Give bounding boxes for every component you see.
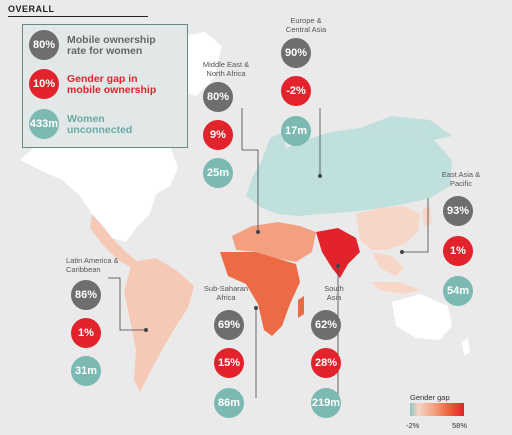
eap-unconnected-badge: 54m — [443, 276, 473, 306]
overall-ownership-label: Mobile ownership rate for women — [67, 35, 156, 57]
lac-connector — [108, 277, 146, 331]
sa-unconnected-badge: 219m — [311, 388, 341, 418]
sa-ownership-badge: 62% — [311, 310, 341, 340]
north-america-landmass — [20, 128, 178, 242]
sa-region-label: South Asia — [314, 284, 354, 302]
ssa-name-line2: Africa — [216, 293, 236, 302]
eap-gap-badge: 1% — [443, 236, 473, 266]
lac-name-line1: Latin America & — [66, 256, 119, 265]
gender-gap-scale-min: -2% — [406, 421, 420, 430]
mena-region — [232, 222, 316, 262]
gap-label-line2: mobile ownership — [67, 84, 157, 96]
ssa-ownership-badge: 69% — [214, 310, 244, 340]
connector-dots — [144, 174, 404, 332]
sa-name-line1: South — [324, 284, 344, 293]
eca-name-line2: Central Asia — [285, 25, 327, 34]
eca-gap-badge: -2% — [281, 76, 311, 106]
eca-ownership-badge: 90% — [281, 38, 311, 68]
sa-gap-badge: 28% — [311, 348, 341, 378]
mena-unconnected-badge: 25m — [203, 158, 233, 188]
east-asia-region — [356, 206, 420, 250]
south-asia-region — [316, 228, 360, 278]
lac-region-label: Latin America & Caribbean — [66, 256, 136, 274]
eap-ownership-badge: 93% — [443, 196, 473, 226]
mena-region-label: Middle East & North Africa — [196, 60, 256, 78]
overall-unconnected-label: Women unconnected — [67, 114, 132, 136]
eap-connector — [402, 198, 429, 253]
gender-gap-scale-max: 58% — [452, 421, 468, 430]
lac-name-line2: Caribbean — [66, 265, 101, 274]
ssa-unconnected-badge: 86m — [214, 388, 244, 418]
mena-gap-badge: 9% — [203, 120, 233, 150]
overall-gap-badge: 10% — [29, 69, 59, 99]
ownership-label-line1: Mobile ownership — [67, 34, 156, 46]
eca-name-line1: Europe & — [290, 16, 322, 25]
mena-name-line1: Middle East & — [202, 60, 250, 69]
ssa-region-label: Sub-Saharan Africa — [196, 284, 256, 302]
lac-gap-badge: 1% — [71, 318, 101, 348]
mena-name-line2: North Africa — [206, 69, 246, 78]
unconnected-label-line2: unconnected — [67, 124, 133, 136]
eap-name-line2: Pacific — [449, 179, 473, 188]
mena-ownership-badge: 80% — [203, 82, 233, 112]
central-america-landmass — [90, 214, 138, 268]
ssa-gap-badge: 15% — [214, 348, 244, 378]
eca-region-label: Europe & Central Asia — [276, 16, 336, 34]
overall-gap-label: Gender gap in mobile ownership — [67, 74, 156, 96]
southeast-asia-region — [372, 252, 404, 276]
gender-gap-color-bar — [410, 403, 464, 416]
sub-saharan-africa-region — [220, 252, 300, 336]
unconnected-label-line1: Women — [67, 113, 105, 125]
page-title: OVERALL — [8, 4, 55, 14]
sa-name-line2: Asia — [326, 293, 342, 302]
australia-landmass — [392, 294, 452, 340]
europe-central-asia-region — [246, 128, 452, 216]
eap-name-line1: East Asia & — [441, 170, 481, 179]
ownership-label-line2: rate for women — [67, 45, 143, 57]
lac-unconnected-badge: 31m — [71, 356, 101, 386]
eca-unconnected-badge: 17m — [281, 116, 311, 146]
south-america-landmass — [124, 258, 194, 392]
mena-connector — [241, 108, 259, 232]
russia-northeast — [360, 116, 452, 140]
scandinavia — [262, 132, 286, 160]
japan — [422, 206, 432, 228]
overall-ownership-badge: 80% — [29, 30, 59, 60]
new-zealand — [462, 338, 470, 356]
ssa-name-line1: Sub-Saharan — [203, 284, 249, 293]
gap-label-line1: Gender gap in — [67, 73, 138, 85]
gender-gap-scale-title: Gender gap — [410, 393, 450, 402]
eap-region-label: East Asia & Pacific — [426, 170, 496, 188]
lac-ownership-badge: 86% — [71, 280, 101, 310]
overall-unconnected-badge: 433m — [29, 109, 59, 139]
indonesia-region — [372, 282, 420, 294]
madagascar — [298, 296, 304, 318]
title-rule — [8, 16, 148, 17]
overall-legend-box: 80% Mobile ownership rate for women 10% … — [22, 24, 188, 148]
